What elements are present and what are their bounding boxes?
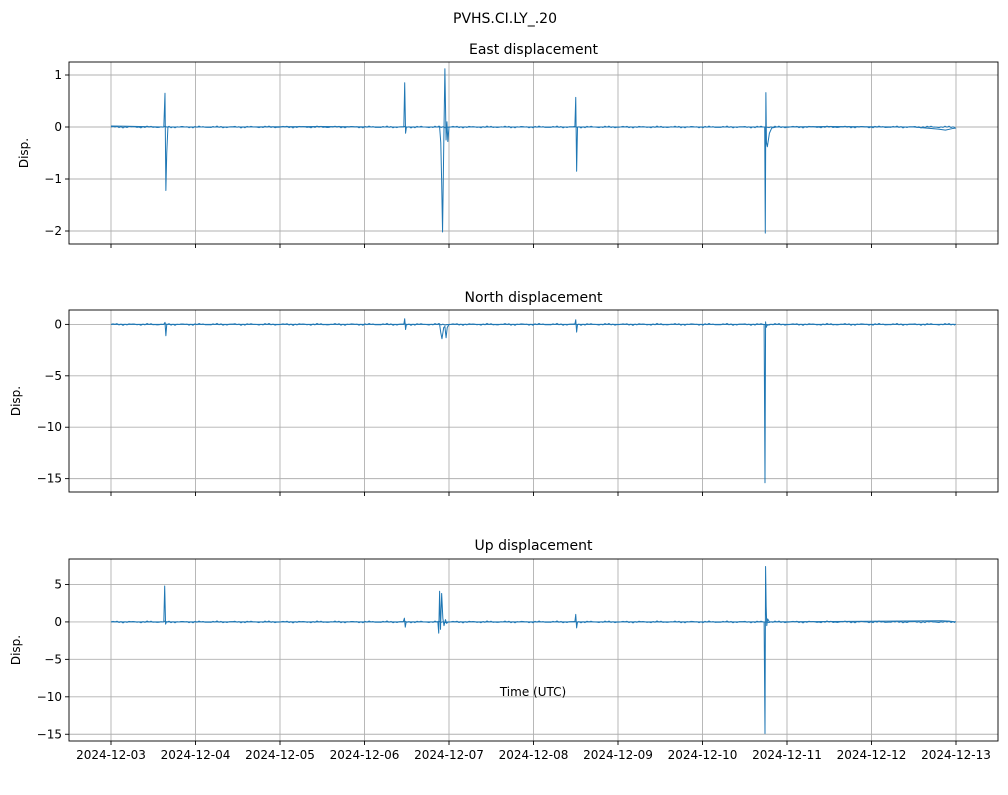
y-axis-label: Disp.	[9, 386, 23, 416]
x-tick-label: 2024-12-03	[76, 748, 146, 762]
axes-frame	[68, 309, 999, 493]
y-tick-label: −5	[44, 652, 62, 666]
figure-title: PVHS.CI.LY_.20	[453, 11, 557, 27]
displacement-trace	[110, 68, 957, 234]
subplot-1: 1 0 −1 −2 East displacement Disp.	[17, 42, 999, 248]
x-tick-label: 2024-12-13	[921, 748, 991, 762]
subplot-2: 0 −5 −10 −15 North displacement Disp.	[9, 290, 999, 496]
y-tick-label: −15	[37, 472, 62, 486]
y-tick-label: −10	[37, 420, 62, 434]
x-tick-label: 2024-12-04	[161, 748, 231, 762]
y-tick-label: 0	[54, 120, 62, 134]
x-tick-label: 2024-12-06	[330, 748, 400, 762]
y-tick-label: −15	[37, 727, 62, 741]
x-tick-label: 2024-12-11	[752, 748, 822, 762]
subplots: 1 0 −1 −2 East displacement Disp. 0 −5 −10 −15 Nor…	[9, 42, 999, 762]
subplot-title: Up displacement	[475, 538, 593, 554]
y-tick-label: −10	[37, 690, 62, 704]
subplot-3: 2024-12-03 2024-12-04 2024-12-05 2024-12-06…	[9, 538, 999, 762]
y-tick-label: −2	[44, 224, 62, 238]
x-tick-label: 2024-12-10	[668, 748, 738, 762]
axes-frame	[68, 61, 999, 245]
y-axis-label: Disp.	[17, 138, 31, 168]
y-tick-label: 1	[54, 68, 62, 82]
y-tick-label: 5	[54, 577, 62, 591]
x-tick-label: 2024-12-05	[245, 748, 315, 762]
y-tick-label: 0	[54, 615, 62, 629]
x-tick-label: 2024-12-12	[837, 748, 907, 762]
y-axis-label: Disp.	[9, 635, 23, 665]
y-tick-label: −5	[44, 369, 62, 383]
y-tick-label: −1	[44, 172, 62, 186]
displacement-trace	[111, 565, 957, 735]
displacement-trace	[111, 318, 956, 484]
subplot-title: North displacement	[465, 290, 603, 306]
x-tick-label: 2024-12-09	[583, 748, 653, 762]
axes-frame	[68, 558, 999, 742]
y-tick-label: 0	[54, 317, 62, 331]
subplot-title: East displacement	[469, 42, 599, 58]
x-axis-label: Time (UTC)	[499, 685, 566, 699]
x-tick-label: 2024-12-08	[499, 748, 569, 762]
x-tick-label: 2024-12-07	[414, 748, 484, 762]
